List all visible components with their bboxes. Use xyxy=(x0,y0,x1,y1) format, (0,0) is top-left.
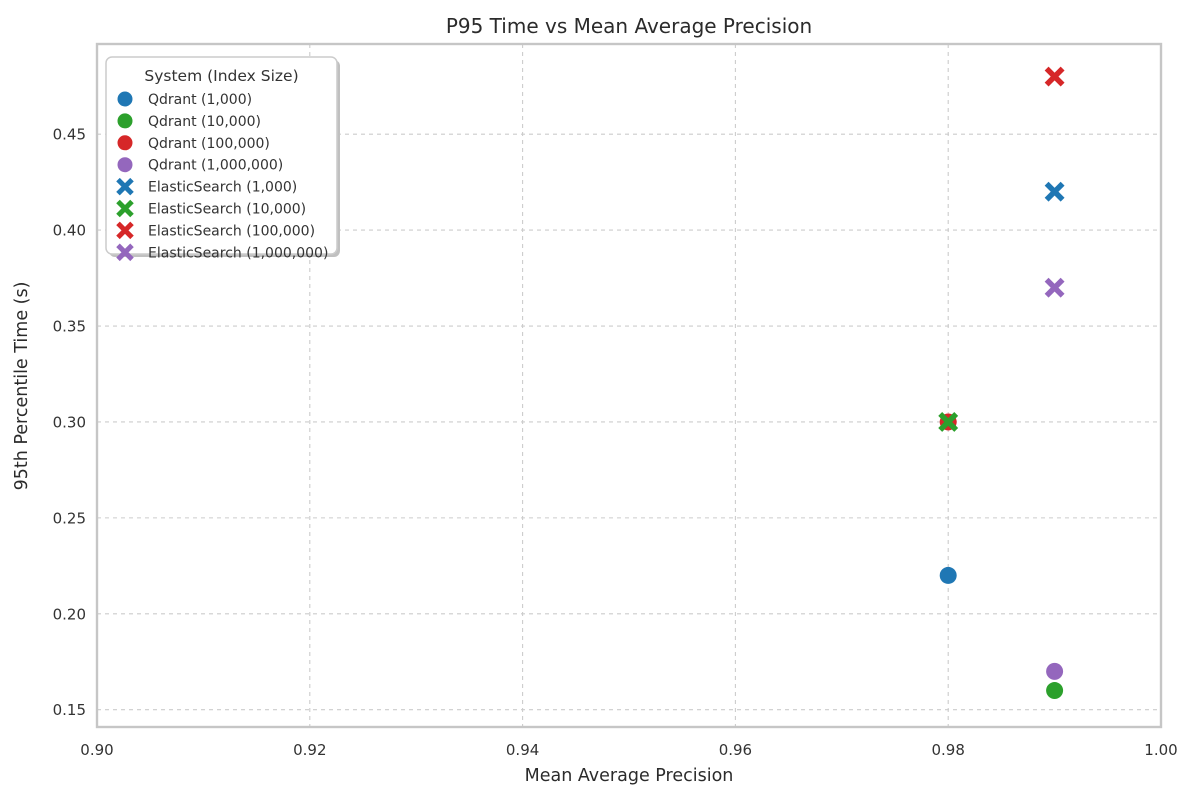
x-tick-label: 0.94 xyxy=(506,741,539,759)
x-axis-label: Mean Average Precision xyxy=(525,766,734,786)
plot-border xyxy=(95,42,1163,729)
data-point xyxy=(1046,662,1064,680)
legend-marker-x xyxy=(116,221,134,240)
x-tick-label: 0.96 xyxy=(719,741,752,759)
legend-item-label: ElasticSearch (1,000,000) xyxy=(148,245,328,261)
legend-item-label: Qdrant (10,000) xyxy=(148,114,261,130)
legend-marker-x xyxy=(116,243,134,262)
y-tick-label: 0.40 xyxy=(53,222,86,240)
legend-item-label: ElasticSearch (10,000) xyxy=(148,202,306,218)
data-point xyxy=(938,412,959,432)
y-tick-label: 0.20 xyxy=(53,605,86,623)
legend-marker-circle xyxy=(117,91,133,107)
data-point xyxy=(1044,66,1065,87)
data-points xyxy=(938,66,1065,700)
x-tick-labels: 0.90 0.92 0.94 0.96 0.98 1.00 xyxy=(80,741,1177,759)
legend-item-label: Qdrant (100,000) xyxy=(148,136,270,152)
x-tick-label: 0.92 xyxy=(293,741,326,759)
legend-box xyxy=(105,56,338,255)
y-tick-label: 0.45 xyxy=(53,126,86,144)
y-tick-label: 0.15 xyxy=(53,701,86,719)
data-point xyxy=(1046,682,1064,700)
y-tick-labels: 0.15 0.20 0.25 0.30 0.35 0.40 0.45 xyxy=(53,126,86,720)
legend-item-label: ElasticSearch (100,000) xyxy=(148,223,315,239)
legend-item-label: Qdrant (1,000,000) xyxy=(148,158,283,174)
x-tick-label: 0.90 xyxy=(80,741,113,759)
legend-title: System (Index Size) xyxy=(144,67,298,85)
chart-title: P95 Time vs Mean Average Precision xyxy=(446,14,812,38)
y-tick-label: 0.35 xyxy=(53,318,86,336)
x-tick-label: 1.00 xyxy=(1144,741,1177,759)
legend-marker-circle xyxy=(117,113,133,129)
data-point xyxy=(1044,277,1065,298)
legend-marker-x xyxy=(116,199,134,218)
y-axis-label: 95th Percentile Time (s) xyxy=(12,282,32,491)
legend-marker-x xyxy=(116,177,134,196)
data-point xyxy=(1044,181,1065,202)
y-tick-label: 0.25 xyxy=(53,509,86,527)
legend: System (Index Size) Qdrant (1,000) Qdrant … xyxy=(105,56,340,262)
x-tick-label: 0.98 xyxy=(931,741,964,759)
legend-marker-circle xyxy=(117,157,133,173)
y-tick-label: 0.30 xyxy=(53,413,86,431)
legend-marker-circle xyxy=(117,135,133,151)
legend-item-label: Qdrant (1,000) xyxy=(148,92,252,108)
legend-item-label: ElasticSearch (1,000) xyxy=(148,180,297,196)
data-point xyxy=(939,566,957,584)
